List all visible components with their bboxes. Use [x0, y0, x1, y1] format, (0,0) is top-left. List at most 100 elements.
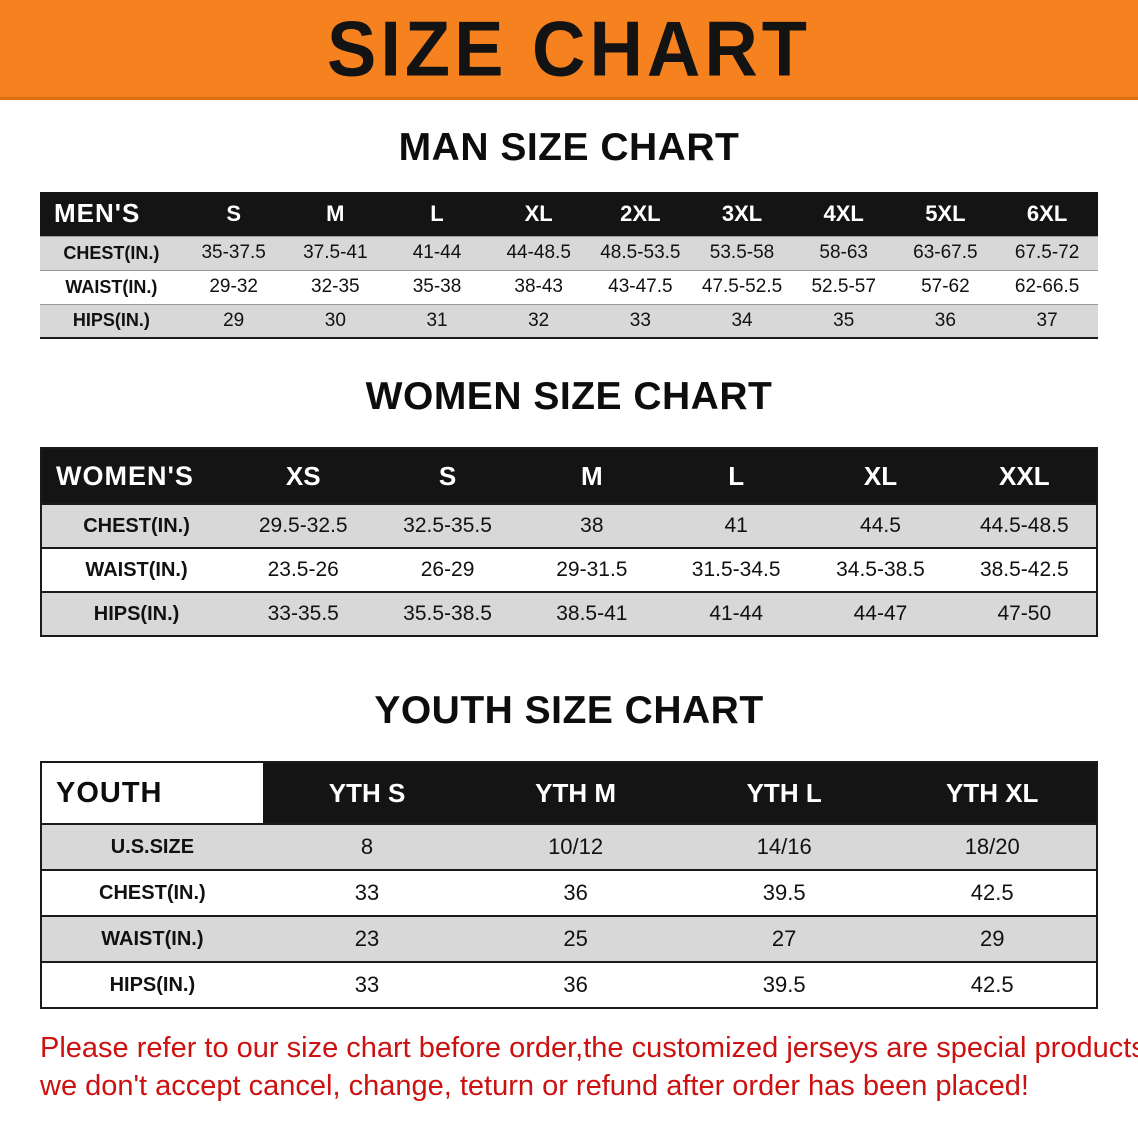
size-column-header: 6XL — [996, 192, 1098, 236]
size-value: 35 — [792, 303, 895, 338]
size-value: 41-44 — [664, 591, 809, 636]
size-column-header: M — [284, 192, 387, 236]
size-value: 34 — [691, 303, 793, 338]
size-value: 43-47.5 — [589, 269, 692, 304]
row-label: CHEST(IN.) — [41, 503, 232, 548]
banner-title: SIZE CHART — [327, 4, 811, 93]
table-corner-label: MEN'S — [40, 192, 183, 236]
size-column-header: XL — [808, 448, 953, 504]
size-value: 33 — [262, 869, 472, 916]
row-label: HIPS(IN.) — [41, 961, 263, 1008]
size-value: 38.5-41 — [519, 591, 665, 636]
row-label: HIPS(IN.) — [41, 591, 232, 636]
size-value: 47.5-52.5 — [691, 269, 793, 304]
row-label: WAIST(IN.) — [40, 269, 183, 304]
size-column-header: YTH M — [471, 762, 680, 824]
size-value: 57-62 — [894, 269, 997, 304]
size-column-header: L — [664, 448, 809, 504]
size-value: 33 — [262, 961, 472, 1008]
size-value: 14/16 — [679, 823, 889, 870]
table-header-row: YOUTH YTH S YTH M YTH L YTH XL — [41, 762, 1097, 824]
row-label: HIPS(IN.) — [40, 303, 183, 338]
size-column-header: XXL — [952, 448, 1097, 504]
row-label: U.S.SIZE — [41, 823, 263, 870]
size-value: 35-38 — [386, 269, 488, 304]
size-value: 47-50 — [952, 591, 1097, 636]
disclaimer-text: Please refer to our size chart before or… — [40, 1029, 1138, 1106]
size-column-header: YTH S — [262, 762, 472, 824]
size-value: 63-67.5 — [894, 235, 997, 270]
size-value: 23 — [262, 915, 472, 962]
table-corner-label: YOUTH — [41, 762, 263, 824]
size-value: 33-35.5 — [231, 591, 376, 636]
table-row: WAIST(IN.) 23 25 27 29 — [41, 915, 1097, 962]
man-size-table: MEN'S S M L XL 2XL 3XL 4XL 5XL 6XL CHEST(IN.) 35-37… — [40, 192, 1098, 339]
youth-size-section: YOUTH SIZE CHART YOUTH YTH S YTH M YTH L YTH… — [0, 689, 1138, 1009]
size-value: 44-47 — [808, 591, 953, 636]
size-column-header: 3XL — [691, 192, 793, 236]
size-value: 29.5-32.5 — [231, 503, 376, 548]
size-value: 44.5 — [808, 503, 953, 548]
size-value: 42.5 — [888, 961, 1097, 1008]
size-value: 32 — [487, 303, 590, 338]
size-value: 29 — [182, 303, 285, 338]
row-label: WAIST(IN.) — [41, 547, 232, 592]
size-value: 36 — [894, 303, 997, 338]
size-value: 32.5-35.5 — [375, 503, 520, 548]
man-size-section: MAN SIZE CHART MEN'S S M L XL 2XL 3XL 4XL 5XL 6XL… — [0, 126, 1138, 339]
disclaimer-line-1: Please refer to our size chart before or… — [40, 1032, 1138, 1064]
table-row: WAIST(IN.) 29-32 32-35 35-38 38-43 43-47.5 47.… — [40, 269, 1098, 304]
size-value: 39.5 — [679, 869, 889, 916]
size-column-header: 4XL — [792, 192, 895, 236]
man-size-heading: MAN SIZE CHART — [398, 126, 740, 169]
size-value: 48.5-53.5 — [589, 235, 692, 270]
size-column-header: S — [375, 448, 520, 504]
women-size-heading: WOMEN SIZE CHART — [365, 375, 773, 418]
size-value: 29 — [888, 915, 1097, 962]
table-row: HIPS(IN.) 33-35.5 35.5-38.5 38.5-41 41-44 44-… — [41, 591, 1097, 636]
women-size-table: WOMEN'S XS S M L XL XXL CHEST(IN.) 29.5-32.5 32.5… — [40, 447, 1098, 637]
size-value: 42.5 — [888, 869, 1097, 916]
size-value: 18/20 — [888, 823, 1097, 870]
size-value: 38.5-42.5 — [952, 547, 1097, 592]
size-value: 58-63 — [792, 235, 895, 270]
youth-size-table: YOUTH YTH S YTH M YTH L YTH XL U.S.SIZE 8 10/12… — [40, 761, 1098, 1009]
size-column-header: YTH L — [679, 762, 889, 824]
size-value: 62-66.5 — [996, 269, 1098, 304]
size-column-header: XL — [487, 192, 590, 236]
size-value: 23.5-26 — [231, 547, 376, 592]
row-label: WAIST(IN.) — [41, 915, 263, 962]
table-row: HIPS(IN.) 29 30 31 32 33 34 35 36 37 — [40, 303, 1098, 338]
size-value: 37.5-41 — [284, 235, 387, 270]
size-value: 29-31.5 — [519, 547, 665, 592]
table-row: CHEST(IN.) 35-37.5 37.5-41 41-44 44-48.5 48.5… — [40, 235, 1098, 270]
size-value: 35.5-38.5 — [375, 591, 520, 636]
size-column-header: 2XL — [589, 192, 692, 236]
size-value: 31.5-34.5 — [664, 547, 809, 592]
size-value: 31 — [386, 303, 488, 338]
size-value: 8 — [262, 823, 472, 870]
size-value: 33 — [589, 303, 692, 338]
size-value: 36 — [471, 869, 680, 916]
size-value: 41 — [664, 503, 809, 548]
size-value: 44-48.5 — [487, 235, 590, 270]
table-corner-label: WOMEN'S — [41, 448, 232, 504]
table-row: CHEST(IN.) 29.5-32.5 32.5-35.5 38 41 44.5 44.5… — [41, 503, 1097, 548]
table-row: HIPS(IN.) 33 36 39.5 42.5 — [41, 961, 1097, 1008]
size-value: 38-43 — [487, 269, 590, 304]
table-row: WAIST(IN.) 23.5-26 26-29 29-31.5 31.5-34.5 34… — [41, 547, 1097, 592]
size-value: 32-35 — [284, 269, 387, 304]
size-value: 39.5 — [679, 961, 889, 1008]
women-size-section: WOMEN SIZE CHART WOMEN'S XS S M L XL XXL CHEST(… — [0, 375, 1138, 637]
disclaimer-line-2: we don't accept cancel, change, teturn o… — [40, 1070, 1029, 1103]
table-header-row: WOMEN'S XS S M L XL XXL — [41, 448, 1097, 504]
size-value: 30 — [284, 303, 387, 338]
size-column-header: M — [519, 448, 665, 504]
size-value: 44.5-48.5 — [952, 503, 1097, 548]
size-value: 38 — [519, 503, 665, 548]
size-value: 27 — [679, 915, 889, 962]
size-column-header: S — [182, 192, 285, 236]
table-row: U.S.SIZE 8 10/12 14/16 18/20 — [41, 823, 1097, 870]
size-value: 35-37.5 — [182, 235, 285, 270]
